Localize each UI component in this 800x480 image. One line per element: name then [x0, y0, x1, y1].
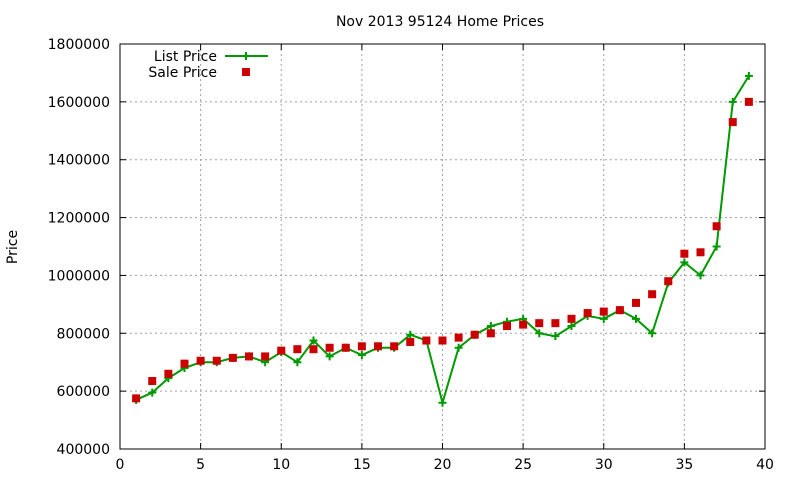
legend-label-list-price: List Price	[154, 49, 217, 65]
sale-price-point	[503, 322, 511, 331]
x-tick-labels: 0 5 10 15 20 25 30 35 40	[116, 457, 774, 473]
sale-price-point	[277, 346, 286, 355]
list-price-point	[535, 329, 544, 338]
sale-price-point	[212, 356, 221, 365]
list-price-point	[551, 332, 560, 341]
grid-lines	[120, 44, 765, 449]
sale-price-point	[486, 329, 495, 338]
x-tick-label: 30	[595, 457, 613, 473]
list-price-point	[648, 329, 657, 338]
sale-price-point	[374, 342, 382, 351]
sale-price-point	[309, 345, 318, 354]
sale-price-point	[148, 377, 157, 386]
y-axis-label: Price	[5, 230, 21, 264]
sale-price-point	[535, 319, 544, 328]
legend-key-sale-price-marker	[242, 68, 250, 76]
sale-price-point	[648, 290, 657, 299]
sale-price-point	[551, 319, 560, 328]
x-tick-label: 20	[434, 457, 452, 473]
x-tick-label: 25	[514, 457, 532, 473]
list-price-point	[406, 330, 415, 339]
sale-price-point	[680, 249, 689, 258]
sale-price-point	[519, 320, 528, 329]
list-price-point	[293, 358, 302, 367]
legend: List Price Sale Price	[148, 49, 268, 81]
sale-price-point	[132, 394, 141, 403]
list-price-point	[148, 388, 157, 397]
list-price-point	[454, 343, 463, 352]
sale-price-point	[261, 352, 270, 361]
sale-price-point	[390, 342, 399, 351]
list-price-point	[486, 322, 495, 331]
legend-key-list-price-marker	[242, 52, 250, 60]
list-price-point	[309, 336, 318, 345]
sale-price-point	[632, 298, 640, 307]
sale-price-point	[341, 343, 350, 352]
sale-price-point	[325, 343, 334, 352]
tick-marks	[119, 43, 766, 450]
sale-price-point	[438, 336, 447, 345]
y-tick-label: 1400000	[48, 153, 110, 169]
list-price-point	[728, 97, 737, 106]
sale-price-point	[293, 345, 302, 354]
legend-label-sale-price: Sale Price	[148, 65, 217, 81]
sale-price-point	[583, 309, 592, 318]
list-price-point	[438, 398, 447, 407]
list-price-point	[567, 322, 576, 331]
y-tick-labels: 400000 600000 800000 1000000 1200000 1400000 1…	[48, 37, 110, 458]
sale-price-point	[357, 342, 366, 351]
sale-price-point	[664, 277, 673, 286]
list-price-point	[325, 352, 334, 361]
sale-price-point	[470, 330, 479, 339]
sale-price-point	[712, 222, 721, 231]
y-tick-label: 1800000	[48, 37, 110, 53]
sale-price-point	[164, 369, 173, 378]
y-tick-label: 400000	[57, 442, 110, 458]
y-tick-label: 1000000	[48, 268, 110, 284]
list-price-point	[744, 71, 753, 80]
sale-price-point	[196, 356, 205, 365]
legend-keys	[225, 52, 268, 76]
list-price-point	[680, 258, 689, 267]
sale-price-point	[728, 118, 737, 127]
sale-price-point	[599, 307, 608, 316]
list-price-point	[712, 242, 721, 251]
sale-price-point	[406, 337, 415, 346]
sale-price-point	[180, 359, 189, 368]
y-tick-label: 1600000	[48, 95, 110, 111]
sale-price-point	[422, 336, 431, 345]
data-series	[132, 71, 753, 407]
x-tick-label: 15	[353, 457, 371, 473]
x-tick-label: 40	[756, 457, 774, 473]
sale-price-point	[567, 314, 576, 323]
sale-price-point	[696, 248, 705, 257]
x-tick-label: 35	[675, 457, 693, 473]
y-tick-label: 800000	[57, 326, 110, 342]
y-tick-label: 1200000	[48, 211, 110, 227]
list-price-point	[696, 271, 705, 280]
sale-price-point	[615, 306, 624, 315]
sale-price-point	[245, 352, 253, 361]
sale-price-point	[744, 97, 753, 106]
sale-price-point	[454, 333, 463, 342]
x-tick-label: 0	[116, 457, 125, 473]
x-tick-label: 10	[272, 457, 290, 473]
x-tick-label: 5	[196, 457, 205, 473]
chart-title: Nov 2013 95124 Home Prices	[336, 14, 544, 30]
list-price-point	[599, 314, 608, 323]
sale-price-point	[228, 353, 237, 362]
y-tick-label: 600000	[57, 384, 110, 400]
list-price-point	[632, 314, 640, 323]
list-price-point	[357, 350, 366, 359]
